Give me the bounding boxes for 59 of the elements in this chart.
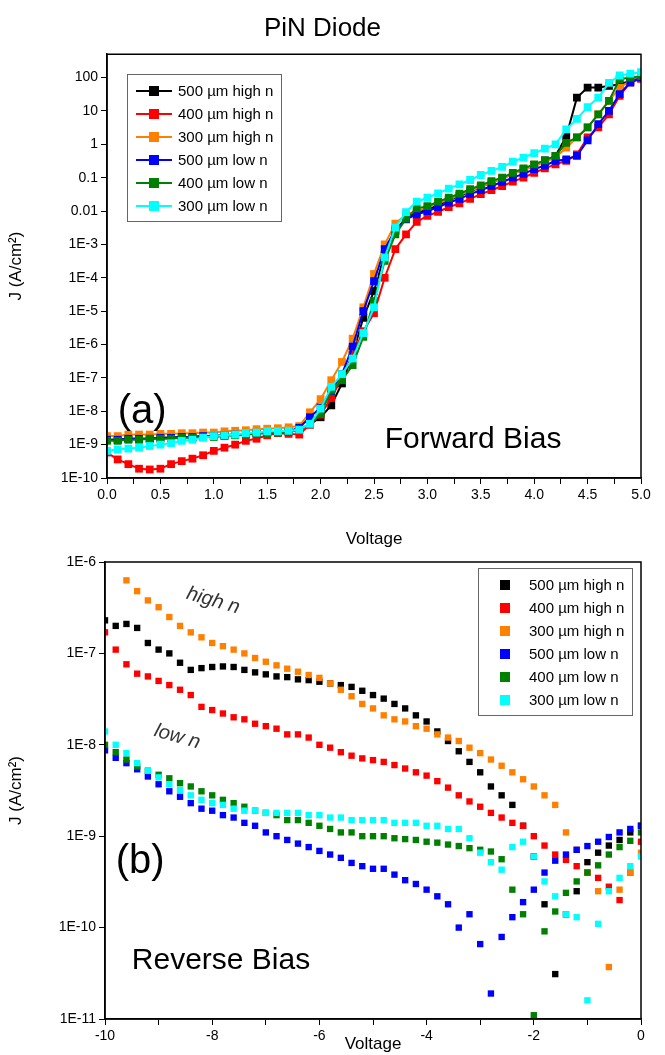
annotation: (b) [115,836,165,881]
annotation: Forward Bias [384,421,562,455]
x-tick-label: -2 [527,1027,541,1044]
y-tick-label: 1E-3 [68,235,99,252]
y-tick-label: 1E-9 [66,827,97,844]
x-tick-label: 0.5 [150,486,171,503]
y-tick-label: 1E-4 [68,268,99,285]
y-tick-label: 1E-8 [66,735,97,752]
legend-label: 500 µm low n [529,645,619,662]
y-tick-label: 1E-11 [59,1009,97,1026]
x-tick-label: 4.0 [524,486,545,503]
annotation: low n [152,718,204,753]
legend-label: 300 µm high n [529,622,625,639]
x-tick-label: 0 [637,1027,646,1044]
x-tick-label: 3.0 [417,486,438,503]
legend-label: 400 µm high n [178,105,274,123]
legend-label: 300 µm high n [178,128,274,146]
legend-label: 400 µm high n [529,599,625,616]
chart-title: PiN Diode [263,11,382,42]
x-tick-label: -8 [205,1027,219,1044]
y-tick-label: 100 [74,68,99,85]
y-tick-label: 10 [82,101,99,118]
x-tick-label: -6 [313,1027,326,1044]
x-axis-title: Voltage [345,529,403,549]
y-tick-label: 1E-7 [66,644,97,661]
annotation: (a) [117,386,167,431]
y-tick-label: 1 [90,135,99,152]
y-tick-label: 1E-7 [68,368,99,385]
legend-label: 300 µm low n [529,691,619,708]
annotation: Reverse Bias [131,941,311,975]
y-tick-label: 1E-9 [68,435,99,452]
x-tick-label: -10 [94,1027,116,1044]
x-tick-label: 1.0 [204,486,224,503]
annotation: high n [184,581,243,618]
legend-label: 500 µm low n [178,151,268,169]
y-tick-label: 1E-10 [58,918,97,935]
y-tick-label: 1E-8 [68,402,99,419]
x-tick-label: 3.5 [471,486,491,503]
x-tick-label: 5.0 [631,486,651,503]
legend-label: 400 µm low n [178,174,268,192]
x-tick-label: 2.0 [310,486,331,503]
y-tick-label: 1E-6 [66,552,97,569]
y-tick-label: 0.01 [70,201,99,218]
x-tick-label: -4 [420,1027,434,1044]
y-tick-label: 1E-6 [68,335,99,352]
legend-label: 500 µm high n [529,576,625,593]
x-tick-label: 0.0 [97,486,117,503]
legend-label: 300 µm low n [178,197,268,215]
y-tick-label: 1E-10 [60,468,99,485]
x-tick-label: 4.5 [577,486,598,503]
y-axis-title: J (A/cm²) [5,231,25,301]
x-tick-label: 2.5 [364,486,384,503]
legend-label: 400 µm low n [529,668,619,685]
y-axis-title: J (A/cm²) [5,756,25,825]
legend-label: 500 µm high n [178,82,274,100]
y-tick-label: 1E-5 [68,302,99,318]
y-tick-label: 0.1 [78,168,99,185]
x-axis-title: Voltage [344,1034,402,1054]
x-tick-label: 1.5 [257,486,278,503]
